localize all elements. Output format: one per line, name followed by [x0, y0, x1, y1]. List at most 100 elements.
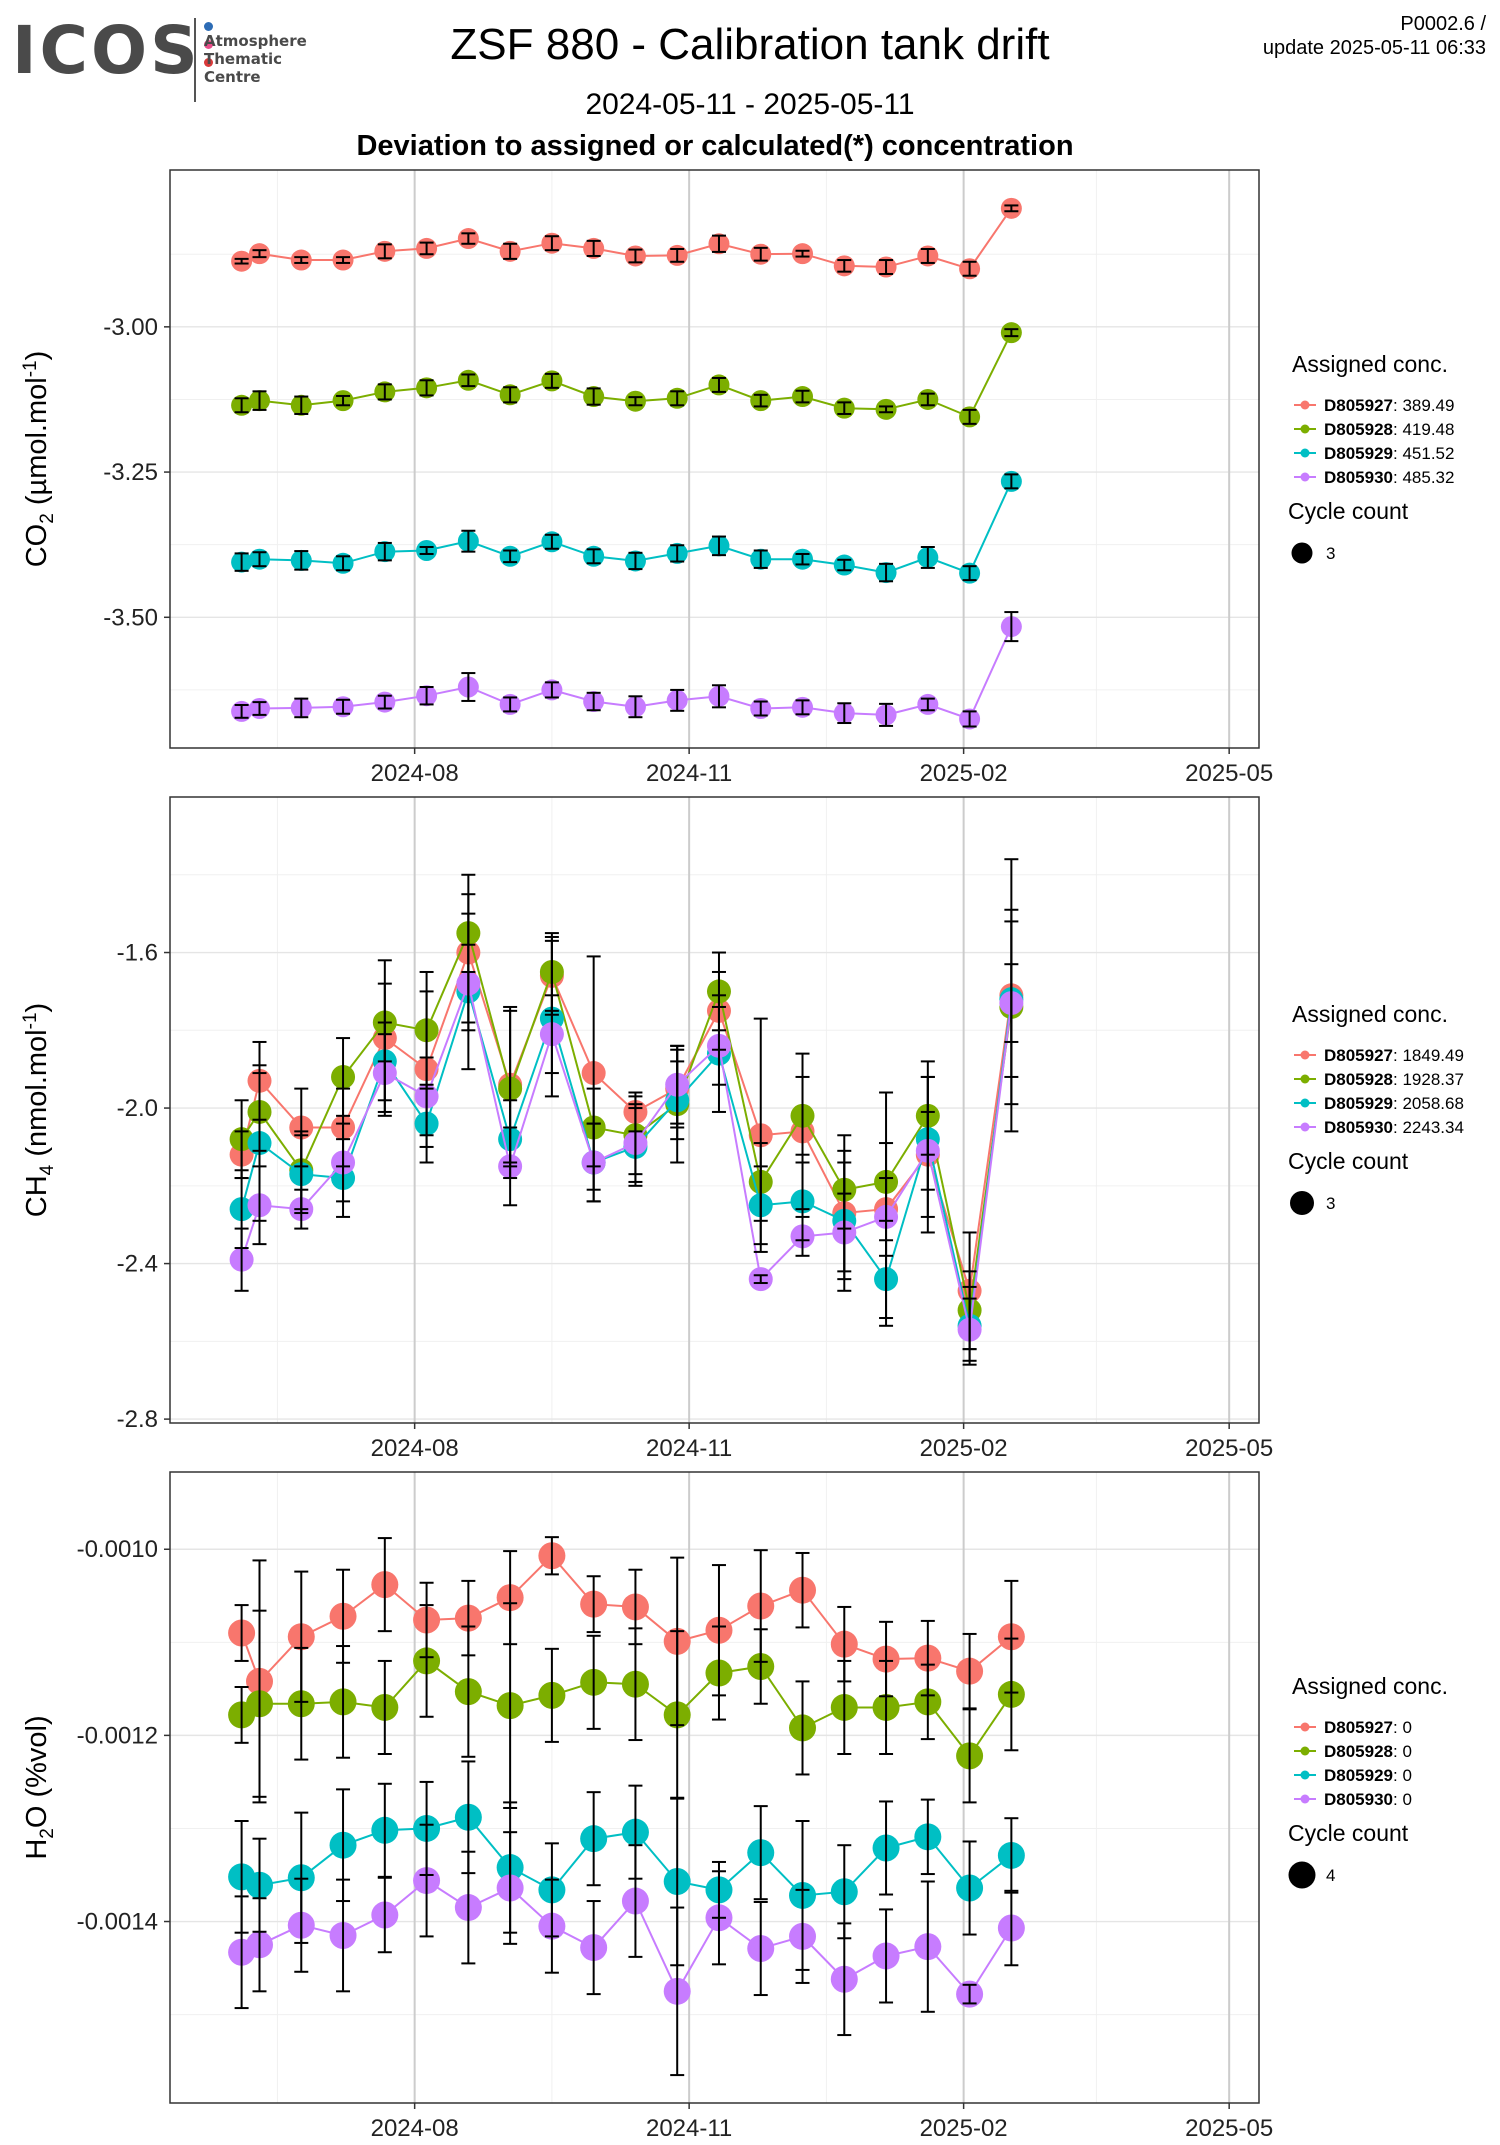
legend-entry: D805930: 2243.34: [1324, 1118, 1464, 1137]
y-tick-label: -2.8: [117, 1406, 158, 1433]
legend-entry-value: : 1849.49: [1393, 1046, 1464, 1065]
x-tick-label: 2024-11: [646, 2115, 732, 2142]
legend-key-point: [1300, 1770, 1310, 1780]
series-D805927: [231, 197, 1022, 280]
y-axis-title-part: (µmol.mol: [21, 377, 53, 513]
x-tick-label: 2025-05: [1185, 1435, 1273, 1462]
legend-key-point: [1300, 1122, 1310, 1132]
legend-entry: D805930: 0: [1324, 1790, 1412, 1809]
x-tick-label: 2025-02: [920, 760, 1008, 787]
y-tick-label: -3.50: [103, 604, 158, 631]
size-legend-title: Cycle count: [1288, 1148, 1409, 1174]
chart-panel-2: -1.6 -2.0 -2.4 -2.8 2024-08 2024-11 2025-02 202…: [20, 796, 1464, 1462]
series-line: [240, 949, 1013, 1292]
series-D805930: [229, 971, 1024, 1342]
legend-entry: D805929: 451.52: [1324, 444, 1454, 463]
series-D805928: [228, 1647, 1025, 1770]
legend-entry: D805928: 419.48: [1324, 420, 1454, 439]
y-axis-title-part: H: [21, 1839, 53, 1860]
legend-key-point: [1300, 1074, 1310, 1084]
x-tick-label: 2025-05: [1185, 760, 1273, 787]
legend-entry-name: D805930: [1324, 1118, 1393, 1137]
legend-entry: D805927: 0: [1324, 1718, 1412, 1737]
size-legend-point: [1290, 1191, 1314, 1215]
x-tick-label: 2024-08: [371, 1435, 459, 1462]
logo-subtitle-line: Atmosphere: [204, 32, 307, 50]
errorbars-D805928: [234, 1602, 1019, 1809]
y-tick-label: -0.0010: [77, 1536, 158, 1563]
series-D805929: [231, 470, 1022, 584]
y-tick-label: -1.6: [117, 940, 158, 967]
chart-panel-1: -3.00 -3.25 -3.50 2024-08 2024-11 2025-02 2025…: [20, 169, 1454, 787]
panel-border: [169, 169, 1260, 749]
legend-entry-name: D805930: [1324, 1790, 1393, 1809]
logo-wordmark: ICOS: [12, 12, 201, 89]
x-tick-label: 2025-02: [920, 2115, 1008, 2142]
legend-key-point: [1300, 1050, 1310, 1060]
legend-entry: D805927: 1849.49: [1324, 1046, 1464, 1065]
legend-entry-name: D805928: [1324, 1742, 1393, 1761]
x-tick-label: 2025-05: [1185, 2115, 1273, 2142]
legend-entry: D805928: 1928.37: [1324, 1070, 1464, 1089]
errorbars-D805930: [234, 1823, 1019, 2077]
y-tick-label: -0.0012: [77, 1722, 158, 1749]
legend-key-point: [1300, 1794, 1310, 1804]
errorbars-D805930: [234, 611, 1019, 728]
y-axis-title-part: ): [21, 1003, 53, 1013]
legend-entry-name: D805927: [1324, 396, 1393, 415]
legend-entry-name: D805928: [1324, 420, 1393, 439]
y-axis-title-part: (nmol.mol: [21, 1029, 53, 1164]
y-axis-title-part: -1: [20, 1012, 41, 1029]
size-legend-title: Cycle count: [1288, 1820, 1409, 1846]
y-axis-title: CO2 (µmol.mol-1): [20, 351, 58, 568]
y-axis-title-part: 4: [37, 1164, 58, 1175]
legend-entry-value: : 0: [1393, 1742, 1412, 1761]
errorbars-D805929: [234, 473, 1019, 583]
y-axis-title-part: -1: [20, 360, 41, 377]
y-axis-title-part: 2: [37, 1828, 58, 1839]
panel-border: [169, 1471, 1260, 2104]
y-axis-title-part: ): [21, 351, 53, 361]
legend-entry-value: : 0: [1393, 1766, 1412, 1785]
icos-logo: ICOS Atmosphere Thematic Centre: [12, 12, 307, 102]
errorbars-D805927: [234, 1536, 1019, 1804]
series-D805928: [231, 322, 1022, 428]
logo-dots: [204, 18, 216, 72]
series-D805927: [229, 940, 1024, 1303]
series-line: [240, 930, 1013, 1311]
legend-entry-name: D805929: [1324, 1094, 1393, 1113]
legend-entry-name: D805930: [1324, 468, 1393, 487]
panel-border: [169, 796, 1260, 1424]
legend-entry-value: : 389.49: [1393, 396, 1454, 415]
y-axis-title: CH4 (nmol.mol-1): [20, 1003, 58, 1217]
size-legend-value: 3: [1326, 1194, 1335, 1213]
logo-divider: [194, 18, 196, 102]
legend-entry-value: : 2243.34: [1393, 1118, 1464, 1137]
legend-entry-value: : 419.48: [1393, 420, 1454, 439]
legend-entry-value: : 451.52: [1393, 444, 1454, 463]
y-axis-title-part: CH: [21, 1175, 53, 1217]
y-axis-title-part: CO: [21, 524, 53, 568]
legend-entry-value: : 0: [1393, 1790, 1412, 1809]
legend-entry-name: D805928: [1324, 1070, 1393, 1089]
product-code: P0002.6 /: [1400, 13, 1486, 35]
x-tick-label: 2024-11: [646, 1435, 732, 1462]
y-axis-title-part: O (%vol): [21, 1715, 53, 1828]
legend-key-point: [1300, 400, 1310, 410]
legend-entry-name: D805927: [1324, 1046, 1393, 1065]
y-tick-label: -2.0: [117, 1095, 158, 1122]
size-legend-value: 3: [1326, 544, 1335, 563]
legend-entry-value: : 1928.37: [1393, 1070, 1464, 1089]
y-axis-title: H2O (%vol): [21, 1715, 58, 1859]
size-legend-value: 4: [1326, 1866, 1335, 1885]
update-info: P0002.6 / update 2025-05-11 06:33: [1263, 12, 1486, 60]
legend-entry-name: D805929: [1324, 1766, 1393, 1785]
x-tick-label: 2024-08: [371, 760, 459, 787]
size-legend-title: Cycle count: [1288, 498, 1409, 524]
legend-key-point: [1300, 472, 1310, 482]
x-tick-label: 2024-11: [646, 760, 732, 787]
y-tick-label: -0.0014: [77, 1909, 158, 1936]
